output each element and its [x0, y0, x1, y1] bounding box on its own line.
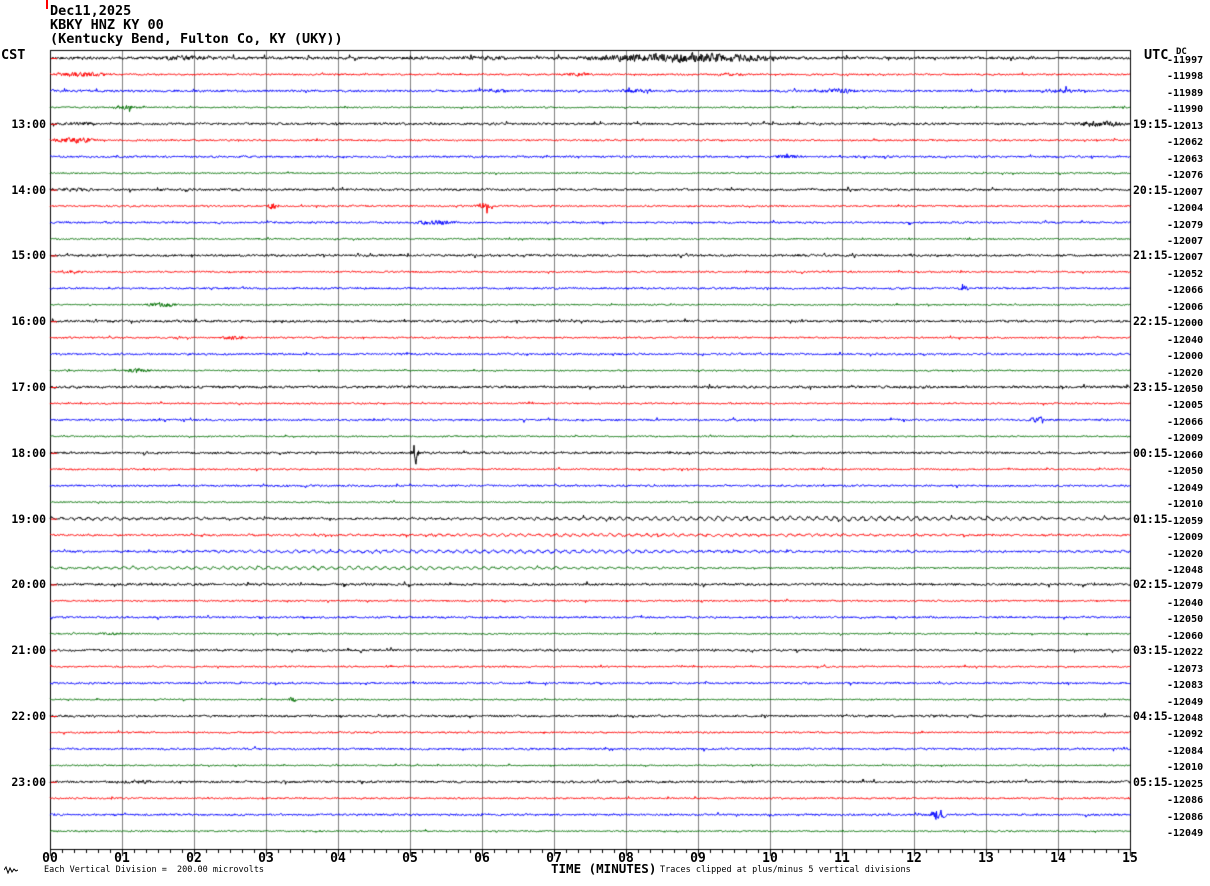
x-tick-label: 04 — [330, 851, 346, 866]
dc-offset-value: -12004 — [1167, 203, 1204, 215]
current-time-marker — [46, 0, 48, 9]
utc-hour-label: 05:15 — [1133, 774, 1168, 789]
dc-offset-value: -12052 — [1167, 268, 1204, 280]
dc-offset-value: -12059 — [1167, 515, 1204, 527]
dc-offset-value: -11989 — [1167, 87, 1204, 99]
dc-offset-value: -12040 — [1167, 597, 1204, 609]
dc-offset-value: -12020 — [1167, 367, 1204, 379]
title-date: Dec11,2025 — [50, 3, 132, 19]
dc-offset-value: -12050 — [1167, 466, 1204, 478]
x-tick-label: 08 — [618, 851, 634, 866]
dc-offset-value: -12076 — [1167, 170, 1204, 182]
dc-offset-value: -12066 — [1167, 285, 1204, 297]
dc-offset-value: -12049 — [1167, 828, 1204, 840]
left-timezone-label: CST — [1, 47, 26, 63]
dc-offset-value: -12092 — [1167, 729, 1204, 741]
dc-offset-value: -12007 — [1167, 235, 1204, 247]
dc-offset-value: -12060 — [1167, 449, 1204, 461]
utc-hour-label: 19:15 — [1133, 116, 1168, 131]
x-tick-label: 07 — [546, 851, 562, 866]
utc-hour-label: 01:15 — [1133, 511, 1168, 526]
x-tick-label: 10 — [762, 851, 778, 866]
dc-offset-value: -12050 — [1167, 384, 1204, 395]
dc-offset-value: -12084 — [1167, 745, 1204, 757]
cst-hour-label: 20:00 — [11, 577, 46, 592]
cst-hour-label: 22:00 — [11, 709, 46, 723]
cst-hour-label: 19:00 — [11, 511, 46, 526]
dc-offset-value: -12079 — [1167, 219, 1204, 231]
dc-offset-header: DC — [1176, 47, 1187, 57]
dc-offset-value: -12006 — [1167, 301, 1204, 313]
x-tick-label: 06 — [474, 851, 490, 866]
dc-offset-value: -12083 — [1167, 680, 1204, 692]
clip-note: Traces clipped at plus/minus 5 vertical … — [660, 865, 911, 875]
dc-offset-value: -12073 — [1167, 663, 1204, 675]
x-axis-title: TIME (MINUTES) — [551, 861, 657, 876]
dc-offset-value: -12020 — [1167, 548, 1204, 560]
dc-offset-value: -12040 — [1167, 334, 1204, 346]
x-tick-label: 12 — [906, 851, 922, 866]
dc-offset-value: -12010 — [1167, 499, 1204, 511]
x-tick-label: 15 — [1122, 851, 1138, 866]
dc-offset-value: -12063 — [1167, 153, 1204, 165]
x-tick-label: 02 — [186, 851, 202, 866]
x-tick-label: 03 — [258, 851, 274, 866]
dc-offset-value: -12048 — [1167, 713, 1204, 724]
dc-offset-value: -12000 — [1167, 351, 1204, 363]
cst-hour-label: 13:00 — [11, 116, 46, 131]
x-tick-label: 14 — [1050, 851, 1066, 866]
dc-offset-value: -11998 — [1167, 71, 1204, 83]
dc-offset-value: -11997 — [1167, 55, 1204, 66]
title-station: KBKY HNZ KY 00 — [50, 17, 164, 33]
x-tick-label: 13 — [978, 851, 994, 866]
dc-offset-value: -12022 — [1167, 647, 1204, 659]
dc-offset-value: -12050 — [1167, 614, 1204, 626]
dc-offset-value: -12048 — [1167, 564, 1204, 576]
x-tick-label: 01 — [114, 851, 130, 866]
x-tick-label: 00 — [42, 851, 58, 866]
cst-hour-label: 16:00 — [11, 314, 46, 329]
x-tick-label: 05 — [402, 851, 418, 866]
cst-hour-label: 18:00 — [11, 445, 46, 460]
cst-hour-label: 14:00 — [11, 182, 46, 197]
dc-offset-value: -11990 — [1167, 104, 1204, 116]
utc-hour-label: 20:15 — [1133, 182, 1168, 197]
cst-hour-label: 21:00 — [11, 643, 46, 658]
utc-hour-label: 04:15 — [1133, 709, 1168, 723]
dc-offset-value: -12025 — [1167, 778, 1204, 790]
dc-offset-value: -12066 — [1167, 416, 1204, 428]
utc-hour-label: 00:15 — [1133, 445, 1168, 460]
dc-offset-value: -12007 — [1167, 252, 1204, 264]
dc-offset-value: -12079 — [1167, 581, 1204, 593]
cst-hour-label: 15:00 — [11, 248, 46, 263]
vertical-division-note: Each Vertical Division = 200.00 microvol… — [44, 865, 265, 875]
utc-hour-label: 23:15 — [1133, 380, 1168, 394]
x-tick-label: 11 — [834, 851, 850, 866]
dc-offset-value: -12086 — [1167, 795, 1204, 807]
dc-offset-value: -12009 — [1167, 532, 1204, 544]
utc-hour-label: 22:15 — [1133, 314, 1168, 329]
waveform-icon — [4, 866, 18, 874]
dc-offset-value: -12005 — [1167, 400, 1204, 412]
dc-offset-value: -12062 — [1167, 137, 1204, 149]
dc-offset-value: -12007 — [1167, 186, 1204, 198]
dc-offset-value: -12013 — [1167, 120, 1204, 132]
utc-hour-label: 21:15 — [1133, 248, 1168, 263]
dc-offset-value: -12049 — [1167, 482, 1204, 494]
utc-hour-label: 03:15 — [1133, 643, 1168, 658]
dc-offset-value: -12009 — [1167, 433, 1204, 445]
dc-offset-value: -12000 — [1167, 318, 1204, 330]
dc-offset-value: -12010 — [1167, 762, 1204, 774]
cst-hour-label: 23:00 — [11, 774, 46, 789]
x-tick-label: 09 — [690, 851, 706, 866]
dc-offset-value: -12086 — [1167, 811, 1204, 823]
title-location: (Kentucky Bend, Fulton Co, KY (UKY)) — [50, 31, 343, 47]
dc-offset-value: -12049 — [1167, 696, 1204, 708]
dc-offset-value: -12060 — [1167, 630, 1204, 642]
utc-hour-label: 02:15 — [1133, 577, 1168, 592]
cst-hour-label: 17:00 — [11, 380, 46, 394]
right-timezone-label: UTC — [1144, 47, 1169, 63]
